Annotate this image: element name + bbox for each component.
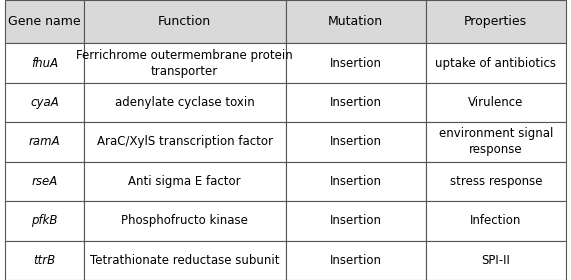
- Bar: [426, 162, 566, 201]
- Text: Gene name: Gene name: [8, 15, 81, 28]
- Bar: [84, 122, 286, 162]
- Bar: [426, 83, 566, 122]
- Text: Insertion: Insertion: [329, 214, 381, 227]
- Text: Infection: Infection: [470, 214, 521, 227]
- Bar: [84, 162, 286, 201]
- Text: fhuA: fhuA: [31, 57, 58, 70]
- Text: SPI-II: SPI-II: [481, 254, 510, 267]
- Bar: [286, 83, 426, 122]
- Bar: [286, 43, 426, 83]
- Text: uptake of antibiotics: uptake of antibiotics: [435, 57, 556, 70]
- Text: Phosphofructo kinase: Phosphofructo kinase: [121, 214, 248, 227]
- Text: Mutation: Mutation: [328, 15, 383, 28]
- Text: cyaA: cyaA: [30, 96, 59, 109]
- Text: Insertion: Insertion: [329, 175, 381, 188]
- Bar: [426, 0, 566, 43]
- Bar: [426, 241, 566, 280]
- Bar: [286, 122, 426, 162]
- Text: Ferrichrome outermembrane protein
transporter: Ferrichrome outermembrane protein transp…: [77, 49, 293, 78]
- Bar: [84, 43, 286, 83]
- Bar: [84, 83, 286, 122]
- Bar: [5, 43, 84, 83]
- Bar: [286, 162, 426, 201]
- Text: Properties: Properties: [464, 15, 527, 28]
- Text: Insertion: Insertion: [329, 57, 381, 70]
- Bar: [5, 162, 84, 201]
- Bar: [84, 0, 286, 43]
- Bar: [5, 201, 84, 241]
- Text: Insertion: Insertion: [329, 254, 381, 267]
- Text: AraC/XylS transcription factor: AraC/XylS transcription factor: [96, 136, 273, 148]
- Bar: [84, 201, 286, 241]
- Bar: [84, 241, 286, 280]
- Text: Insertion: Insertion: [329, 136, 381, 148]
- Bar: [5, 122, 84, 162]
- Text: ramA: ramA: [29, 136, 61, 148]
- Text: Virulence: Virulence: [468, 96, 524, 109]
- Bar: [426, 201, 566, 241]
- Bar: [286, 0, 426, 43]
- Bar: [426, 122, 566, 162]
- Text: adenylate cyclase toxin: adenylate cyclase toxin: [115, 96, 255, 109]
- Text: environment signal
response: environment signal response: [439, 127, 553, 157]
- Text: pfkB: pfkB: [31, 214, 58, 227]
- Bar: [286, 241, 426, 280]
- Text: stress response: stress response: [449, 175, 542, 188]
- Text: Insertion: Insertion: [329, 96, 381, 109]
- Text: rseA: rseA: [31, 175, 58, 188]
- Bar: [5, 241, 84, 280]
- Bar: [286, 201, 426, 241]
- Text: Function: Function: [158, 15, 211, 28]
- Bar: [5, 83, 84, 122]
- Bar: [5, 0, 84, 43]
- Text: ttrB: ttrB: [34, 254, 55, 267]
- Text: Anti sigma E factor: Anti sigma E factor: [128, 175, 241, 188]
- Text: Tetrathionate reductase subunit: Tetrathionate reductase subunit: [90, 254, 279, 267]
- Bar: [426, 43, 566, 83]
